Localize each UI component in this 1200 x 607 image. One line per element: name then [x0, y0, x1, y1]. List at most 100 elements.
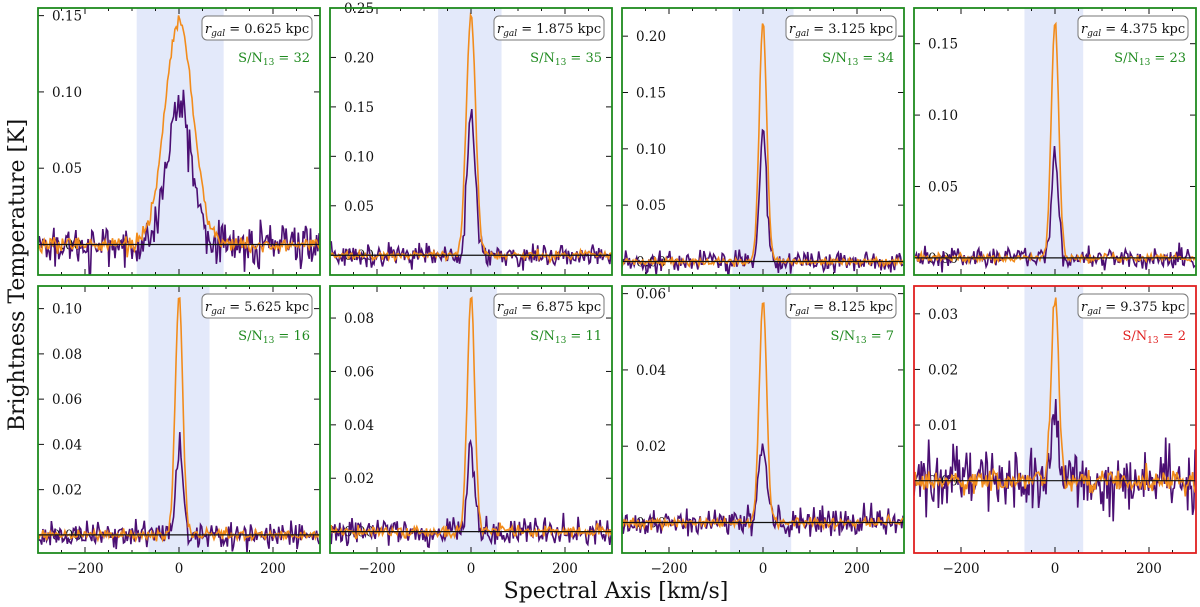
- spectrum-lines: [914, 297, 1196, 522]
- spectrum-lines: [38, 15, 320, 275]
- y-tick-label: 0.05: [344, 199, 374, 215]
- co13-spectrum-line: [622, 443, 904, 538]
- spectrum-lines: [330, 296, 612, 549]
- y-tick-label: 0.04: [52, 437, 82, 453]
- sn-annotation-label: S/N13 = 35: [530, 51, 602, 68]
- y-tick-label: 0.06: [344, 364, 374, 380]
- integration-window: [438, 286, 497, 553]
- rgal-annotation-box: [1077, 293, 1189, 319]
- panel-frame: [913, 285, 1197, 554]
- rgal-annotation-box: [201, 15, 313, 41]
- y-tick-label: 0.20: [636, 29, 666, 45]
- panel-frame: [37, 7, 321, 276]
- rgal-annotation-label: rgal = 9.375 kpc: [1081, 300, 1185, 317]
- sn-annotation-label: S/N13 = 11: [530, 329, 602, 346]
- y-tick-label: 0.03: [928, 307, 958, 323]
- panel-frame: [621, 285, 905, 554]
- x-tick-label: 0: [759, 561, 768, 577]
- rgal-annotation-box: [493, 15, 605, 41]
- co12-spectrum-line: [622, 23, 904, 269]
- sn-annotation-label: S/N13 = 34: [822, 51, 894, 68]
- y-tick-label: 0.04: [344, 418, 374, 434]
- spectrum-lines: [622, 302, 904, 538]
- x-tick-label: 0: [467, 561, 476, 577]
- co12-spectrum-line: [38, 15, 320, 258]
- spectrum-lines: [622, 23, 904, 275]
- y-tick-label: 0.25: [344, 1, 374, 17]
- rgal-annotation-box: [785, 15, 897, 41]
- x-tick-label: −200: [942, 561, 979, 577]
- y-tick-label: 0.10: [52, 85, 82, 101]
- co13-spectrum-line: [622, 128, 904, 275]
- y-tick-label: 0.15: [344, 100, 374, 116]
- y-tick-label: 0.10: [344, 149, 374, 165]
- rgal-annotation-label: rgal = 4.375 kpc: [1081, 22, 1185, 39]
- x-axis-title: Spectral Axis [km/s]: [504, 579, 729, 604]
- y-tick-label: 0.05: [928, 179, 958, 195]
- y-tick-label: 0.04: [636, 363, 666, 379]
- panel-frame: [621, 7, 905, 276]
- spectrum-panel: 0.000.050.100.150.20 rgal = 3.125 kpcS/N1…: [621, 7, 905, 276]
- x-tick-label: 0: [175, 561, 184, 577]
- x-tick-label: 200: [844, 561, 870, 577]
- y-tick-label: 0.02: [52, 483, 82, 499]
- sn-annotation-label: S/N13 = 23: [1114, 51, 1186, 68]
- y-tick-label: 0.15: [52, 9, 82, 25]
- x-tick-label: 200: [1136, 561, 1162, 577]
- x-tick-label: −200: [650, 561, 687, 577]
- panel-frame: [37, 285, 321, 554]
- rgal-annotation-box: [201, 293, 313, 319]
- spectrum-lines: [330, 12, 612, 271]
- x-tick-label: 200: [260, 561, 286, 577]
- co13-spectrum-line: [38, 89, 320, 275]
- panel-frame: [329, 285, 613, 554]
- x-tick-label: −200: [358, 561, 395, 577]
- rgal-annotation-label: rgal = 3.125 kpc: [789, 22, 893, 39]
- y-tick-label: 0.06: [52, 392, 82, 408]
- y-tick-label: 0.08: [344, 311, 374, 327]
- y-tick-label: 0.02: [636, 439, 666, 455]
- y-tick-label: 0.02: [928, 362, 958, 378]
- rgal-annotation-box: [785, 293, 897, 319]
- co12-spectrum-line: [914, 297, 1196, 497]
- co13-spectrum-line: [38, 432, 320, 553]
- sn-annotation-label: S/N13 = 7: [830, 329, 894, 346]
- panel-frame: [329, 7, 613, 276]
- y-tick-label: 0.01: [928, 418, 958, 434]
- co13-spectrum-line: [914, 398, 1196, 522]
- y-tick-label: 0.20: [344, 50, 374, 66]
- panel-frame: [913, 7, 1197, 276]
- y-tick-label: 0.15: [928, 37, 958, 53]
- co13-spectrum-line: [330, 438, 612, 549]
- y-tick-label: 0.02: [344, 471, 374, 487]
- y-tick-label: 0.08: [52, 347, 82, 363]
- integration-window: [136, 8, 224, 275]
- y-axis-title: Brightness Temperature [K]: [5, 119, 30, 431]
- rgal-annotation-label: rgal = 6.875 kpc: [497, 300, 601, 317]
- rgal-annotation-box: [493, 293, 605, 319]
- y-tick-label: 0.05: [52, 161, 82, 177]
- sn-annotation-label: S/N13 = 2: [1122, 329, 1186, 346]
- x-tick-label: 200: [552, 561, 578, 577]
- sn-annotation-label: S/N13 = 32: [238, 51, 310, 68]
- rgal-annotation-box: [1077, 15, 1189, 41]
- rgal-annotation-label: rgal = 5.625 kpc: [205, 300, 309, 317]
- sn-annotation-label: S/N13 = 16: [238, 329, 310, 346]
- y-tick-label: 0.10: [636, 142, 666, 158]
- y-tick-label: 0.10: [52, 302, 82, 318]
- co12-spectrum-line: [914, 21, 1196, 266]
- y-tick-label: 0.06: [636, 287, 666, 303]
- spectrum-lines: [914, 21, 1196, 273]
- rgal-annotation-label: rgal = 8.125 kpc: [789, 300, 893, 317]
- y-tick-label: 0.15: [636, 85, 666, 101]
- co12-spectrum-line: [330, 12, 612, 265]
- y-tick-label: 0.05: [636, 198, 666, 214]
- co12-spectrum-line: [622, 302, 904, 532]
